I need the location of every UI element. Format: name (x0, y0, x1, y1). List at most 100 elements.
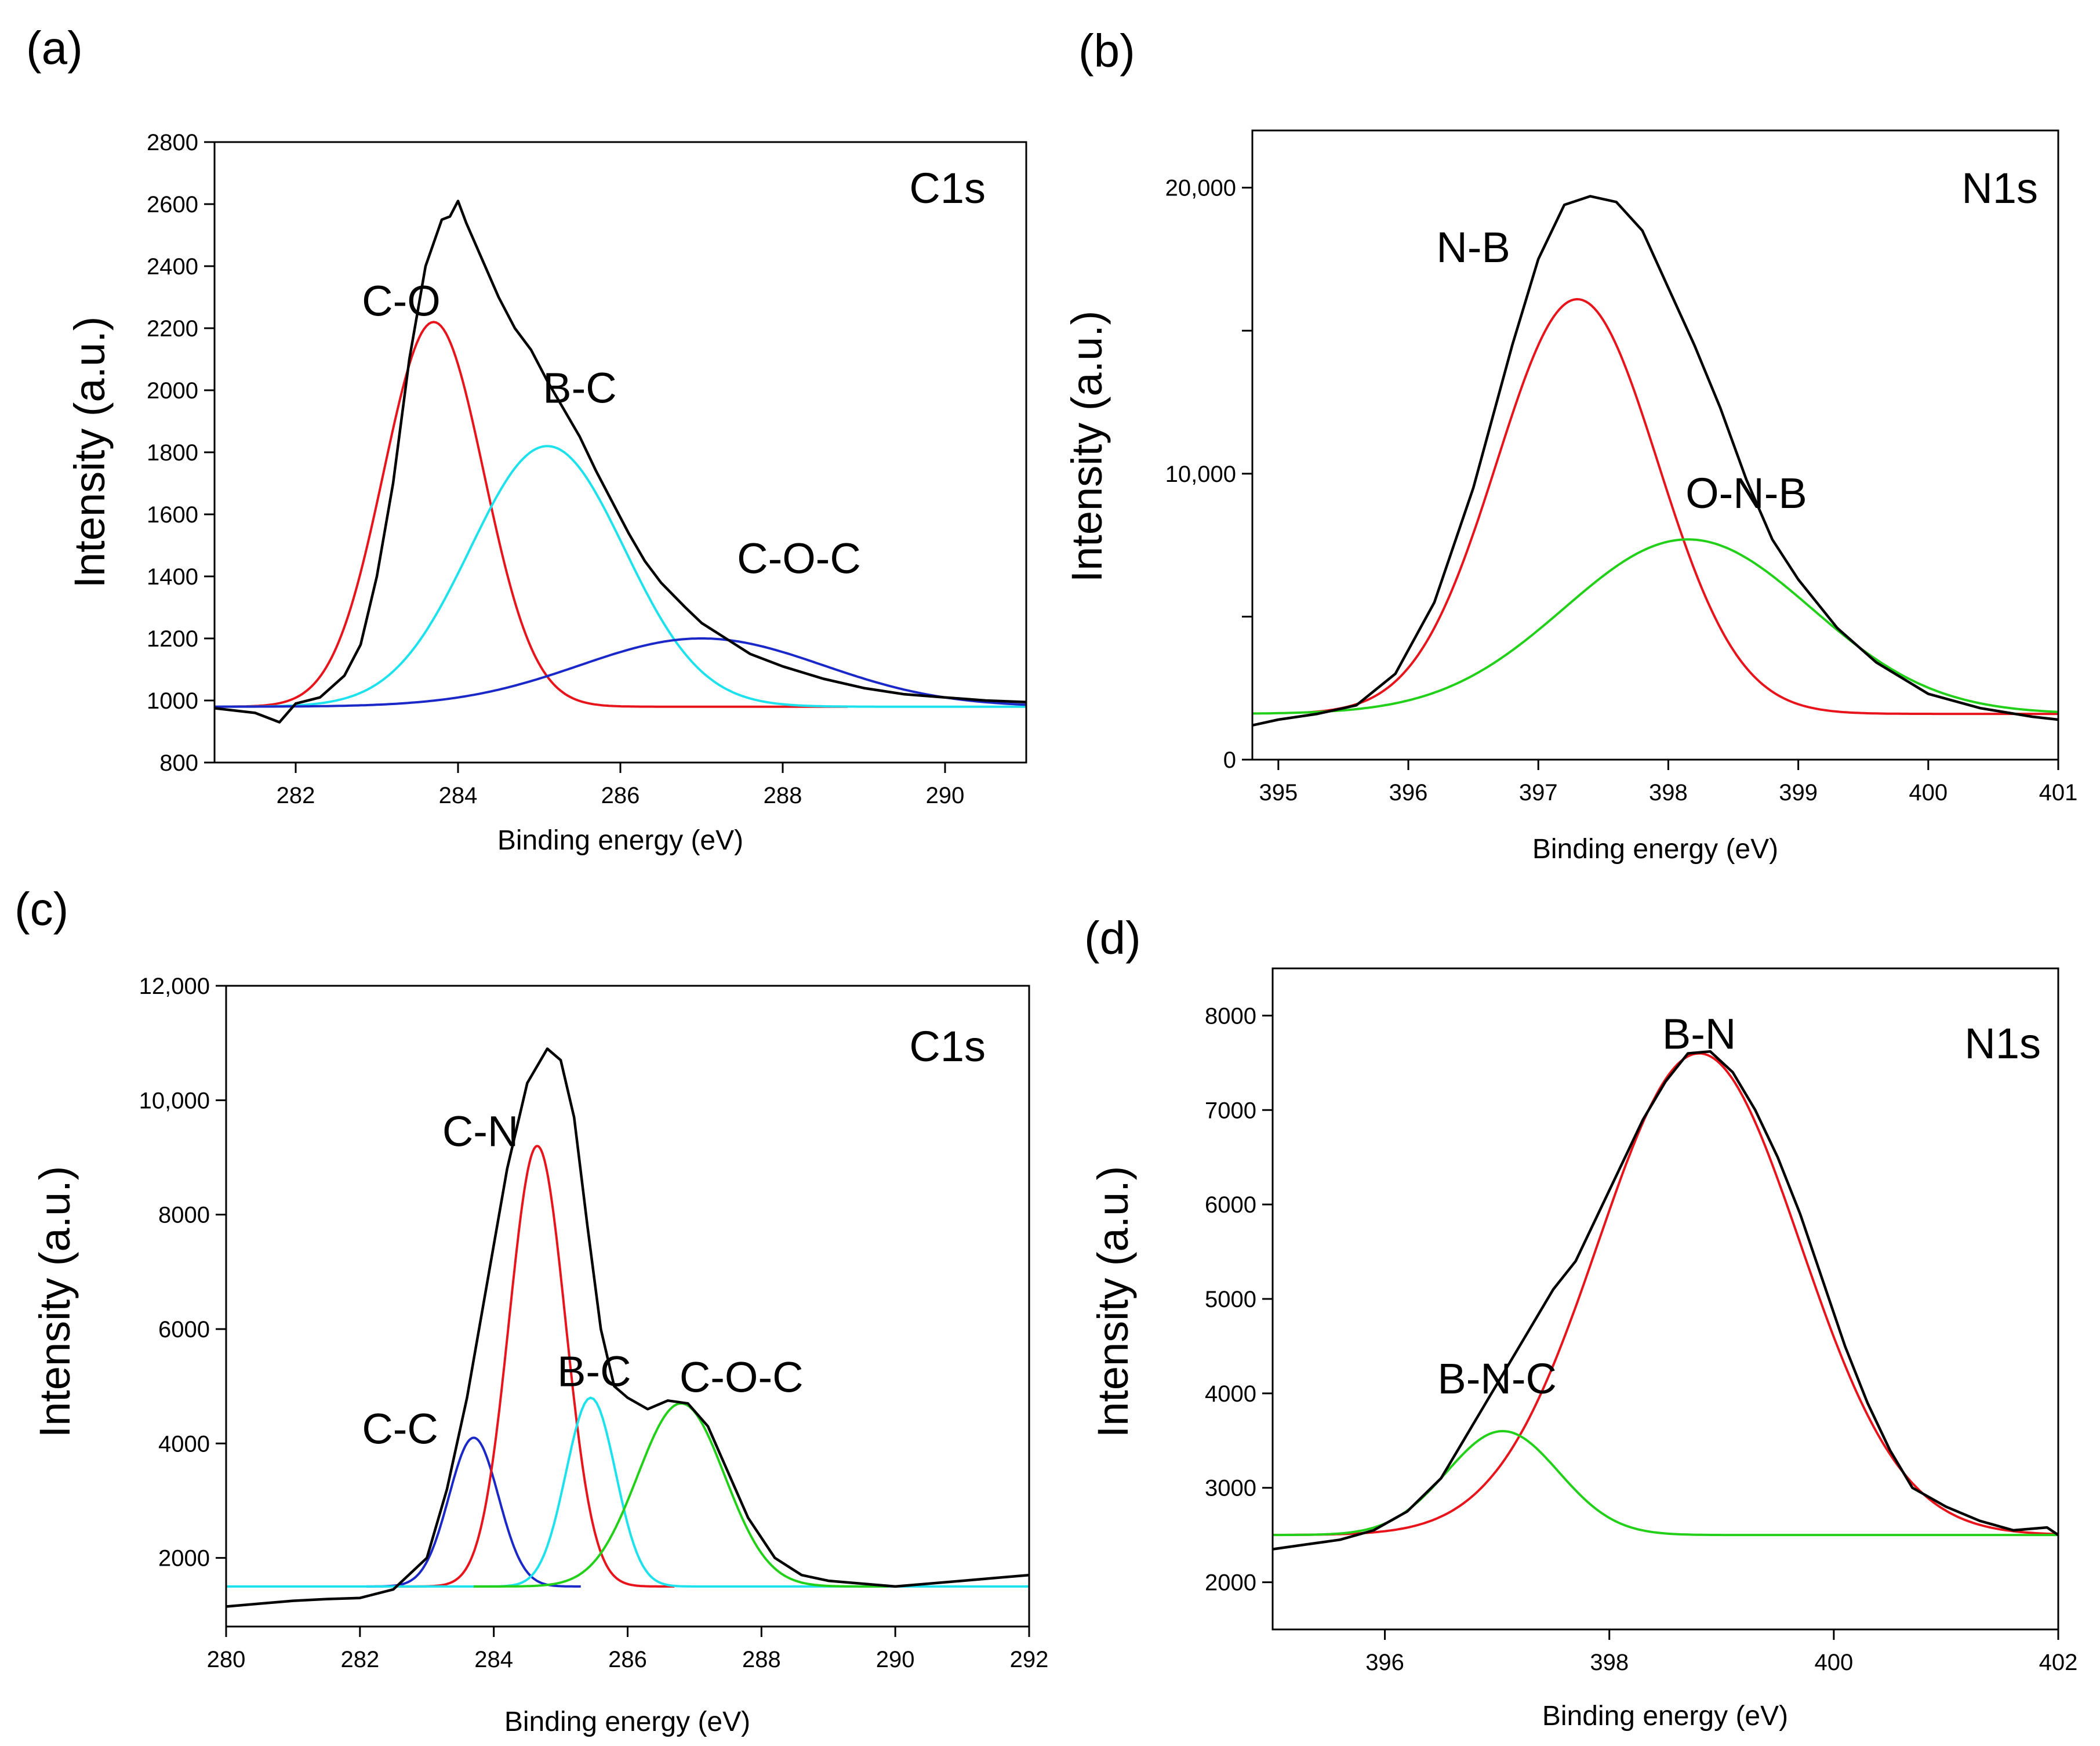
x-axis-title: Binding energy (eV) (504, 1707, 750, 1737)
peak-label-b-c: B-C (557, 1348, 631, 1396)
peak-label-c-c: C-C (362, 1404, 438, 1453)
fit-curve-o-n-b (1252, 538, 2059, 715)
y-tick-label: 2000 (158, 1546, 210, 1571)
x-tick-label: 286 (608, 1647, 647, 1672)
y-tick-label: 1400 (147, 564, 198, 590)
y-tick-label: 8000 (1205, 1003, 1256, 1029)
y-tick-label: 2000 (1205, 1570, 1256, 1596)
x-axis-title: Binding energy (eV) (1542, 1701, 1788, 1732)
peak-label-o-n-b: O-N-B (1685, 469, 1807, 517)
spectrum-label: N1s (1961, 164, 2038, 212)
y-tick-label: 10,000 (1165, 462, 1236, 487)
y-tick-label: 2200 (147, 316, 198, 342)
y-tick-label: 4000 (1205, 1381, 1256, 1407)
x-tick-label: 397 (1519, 780, 1558, 805)
y-tick-label: 8000 (158, 1203, 210, 1228)
plot-frame (225, 985, 1030, 1628)
y-tick-label: 2600 (147, 192, 198, 217)
x-tick-label: 395 (1259, 780, 1298, 805)
x-tick-label: 396 (1389, 780, 1428, 805)
x-tick-label: 401 (2039, 780, 2078, 805)
x-tick-label: 398 (1590, 1650, 1629, 1675)
y-tick-label: 1000 (147, 688, 198, 714)
y-tick-label: 5000 (1205, 1287, 1256, 1312)
y-tick-label: 0 (1223, 747, 1236, 773)
x-tick-label: 290 (926, 783, 965, 808)
measured-spectrum-line (214, 199, 1027, 724)
panel-c: (c) C1s Binding energy (eV) Intensity (a… (14, 883, 1048, 1737)
fit-curve-b-n (1273, 1052, 2059, 1536)
fit-curve-c-o (215, 321, 848, 708)
fit-curve-c-c (366, 1436, 581, 1588)
y-axis-title: Intensity (a.u.) (1089, 1166, 1137, 1438)
y-tick-label: 1200 (147, 626, 198, 652)
series-layer (214, 199, 1027, 724)
y-tick-label: 6000 (158, 1317, 210, 1342)
y-axis-title: Intensity (a.u.) (31, 1166, 79, 1438)
y-tick-label: 10,000 (139, 1088, 210, 1113)
measured-spectrum-line (1252, 195, 2059, 727)
series-layer (1252, 195, 2059, 727)
x-tick-label: 284 (474, 1647, 513, 1672)
peak-label-c-o-c: C-O-C (680, 1353, 804, 1401)
fit-curve-b-c (215, 445, 1026, 708)
x-tick-label: 399 (1779, 780, 1818, 805)
x-tick-label: 396 (1365, 1650, 1404, 1675)
peak-label-c-n: C-N (442, 1107, 519, 1155)
x-tick-label: 290 (876, 1647, 915, 1672)
y-tick-label: 3000 (1205, 1476, 1256, 1501)
peak-label-c-o-c: C-O-C (737, 535, 861, 583)
x-tick-label: 282 (277, 783, 315, 808)
panel-a: (a) C1s Binding energy (eV) Intensity (a… (26, 22, 1027, 856)
peak-label-b-n-c: B-N-C (1437, 1355, 1557, 1403)
peak-label-c-o: C-O (362, 277, 441, 325)
x-tick-label: 292 (1010, 1647, 1049, 1672)
y-tick-label: 1800 (147, 440, 198, 466)
panel-label: (c) (14, 883, 68, 935)
peak-label-n-b: N-B (1436, 223, 1510, 271)
plot-frame (1251, 129, 2059, 761)
peak-label-b-n: B-N (1662, 1010, 1736, 1058)
y-axis-title: Intensity (a.u.) (1063, 311, 1111, 583)
panel-label: (a) (26, 22, 83, 74)
plot-frame (213, 141, 1027, 764)
x-tick-label: 288 (764, 783, 802, 808)
panel-d: (d) N1s Binding energy (eV) Intensity (a… (1084, 912, 2077, 1732)
y-tick-label: 7000 (1205, 1098, 1256, 1123)
y-tick-label: 4000 (158, 1431, 210, 1457)
y-tick-label: 2400 (147, 254, 198, 279)
x-axis-title: Binding energy (eV) (497, 825, 743, 856)
spectrum-label: C1s (909, 1022, 986, 1070)
x-axis-title: Binding energy (eV) (1532, 834, 1778, 865)
y-tick-label: 12,000 (139, 974, 210, 999)
fit-curve-c-n (393, 1145, 675, 1588)
y-tick-label: 1600 (147, 502, 198, 528)
series-layer (1272, 1050, 2059, 1551)
fit-curve-n-b (1304, 297, 2058, 716)
x-tick-label: 402 (2039, 1650, 2078, 1675)
panel-label: (b) (1078, 25, 1135, 77)
x-tick-label: 286 (601, 783, 640, 808)
x-tick-label: 282 (340, 1647, 379, 1672)
y-axis-title: Intensity (a.u.) (66, 317, 114, 589)
measured-spectrum-line (226, 1047, 1030, 1608)
x-tick-label: 288 (742, 1647, 781, 1672)
y-tick-label: 2000 (147, 378, 198, 404)
y-tick-label: 6000 (1205, 1192, 1256, 1218)
fit-curve-b-c (226, 1396, 1029, 1588)
panel-label: (d) (1084, 912, 1141, 964)
measured-spectrum-line (1272, 1050, 2059, 1551)
x-tick-label: 400 (1814, 1650, 1853, 1675)
y-tick-label: 20,000 (1165, 176, 1236, 201)
x-tick-label: 400 (1909, 780, 1948, 805)
y-tick-label: 2800 (147, 130, 198, 155)
panel-b: (b) N1s Binding energy (eV) Intensity (a… (1063, 25, 2077, 865)
x-tick-label: 280 (207, 1647, 246, 1672)
fit-curve-c-o-c (215, 637, 1027, 708)
y-tick-label: 800 (159, 750, 198, 776)
spectrum-label: N1s (1964, 1019, 2041, 1068)
fit-curve-c-o-c (474, 1402, 889, 1588)
series-layer (226, 1047, 1030, 1608)
x-tick-label: 284 (439, 783, 478, 808)
